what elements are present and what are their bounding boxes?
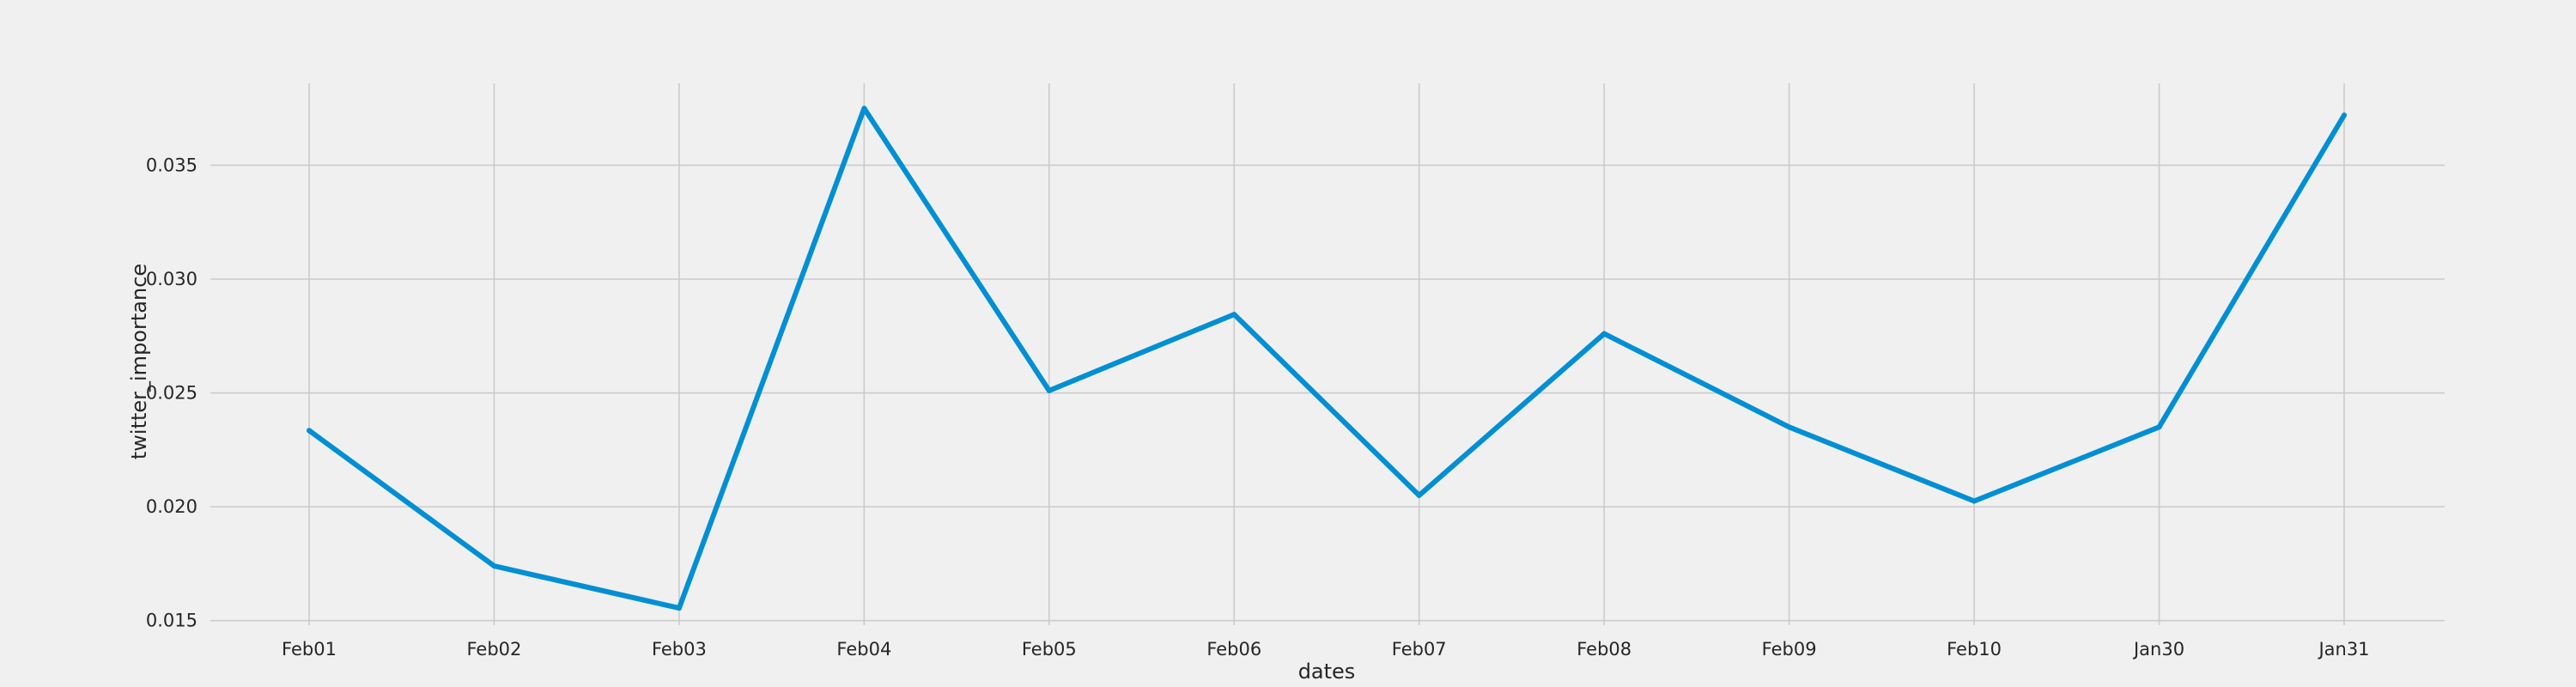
data-point <box>1046 387 1052 393</box>
y-tick-label: 0.035 <box>146 155 197 175</box>
y-tick-labels: 0.015 0.020 0.025 0.030 0.035 <box>146 155 197 630</box>
y-tick-label: 0.025 <box>146 383 197 404</box>
data-point <box>2342 112 2347 119</box>
series-line <box>307 106 2347 611</box>
x-tick-label: Jan31 <box>2317 639 2369 660</box>
x-tick-label: Feb06 <box>1206 639 1261 660</box>
grid <box>210 83 2445 625</box>
series <box>307 106 2347 611</box>
x-axis-label: dates <box>1298 660 1356 684</box>
x-tick-label: Feb04 <box>836 639 891 660</box>
data-point <box>2156 424 2162 430</box>
x-tick-label: Feb05 <box>1022 639 1077 660</box>
x-tick-label: Jan30 <box>2132 639 2184 660</box>
y-tick-label: 0.030 <box>146 269 197 289</box>
data-point <box>676 605 682 611</box>
y-tick-label: 0.015 <box>146 611 197 631</box>
x-tick-label: Feb01 <box>282 639 337 660</box>
x-tick-label: Feb03 <box>652 639 707 660</box>
data-point <box>307 428 312 434</box>
x-tick-label: Feb09 <box>1762 639 1817 660</box>
data-point <box>1971 498 1978 504</box>
x-tick-labels: Feb01 Feb02 Feb03 Feb04 Feb05 Feb06 Feb07 Feb08… <box>282 639 2370 660</box>
x-tick-label: Feb07 <box>1392 639 1447 660</box>
data-point <box>1601 331 1607 337</box>
data-point <box>1231 312 1237 318</box>
x-tick-label: Feb08 <box>1577 639 1631 660</box>
x-tick-label: Feb10 <box>1947 639 2002 660</box>
x-tick-label: Feb02 <box>467 639 522 660</box>
data-point <box>1416 492 1422 498</box>
y-tick-label: 0.020 <box>146 496 197 517</box>
data-point <box>1786 424 1792 430</box>
y-axis-label: twitter_importance <box>127 264 151 459</box>
data-point <box>491 563 497 569</box>
data-point <box>861 106 867 112</box>
